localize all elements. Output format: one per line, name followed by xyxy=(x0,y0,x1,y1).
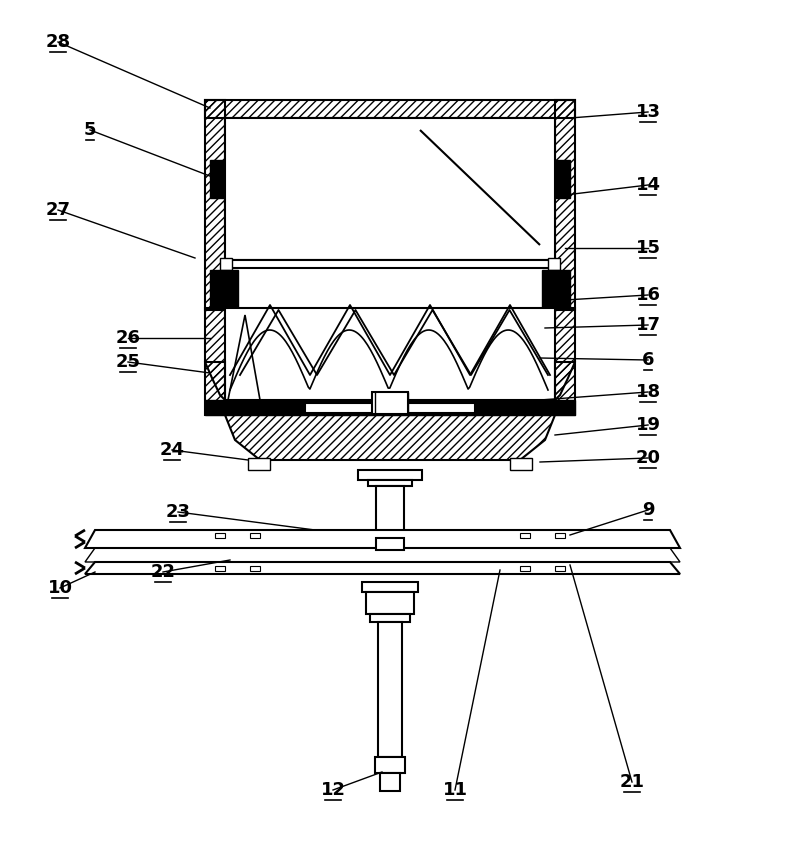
Polygon shape xyxy=(225,308,555,400)
Bar xyxy=(520,566,530,571)
Bar xyxy=(542,160,570,198)
Bar xyxy=(376,538,404,550)
Text: 13: 13 xyxy=(636,103,660,121)
Bar xyxy=(362,582,418,592)
Bar xyxy=(555,533,565,538)
Text: 24: 24 xyxy=(159,441,184,459)
Bar xyxy=(548,258,560,270)
Text: 25: 25 xyxy=(115,353,141,371)
Text: 19: 19 xyxy=(636,416,660,434)
Text: 15: 15 xyxy=(636,239,660,257)
Bar xyxy=(375,757,405,773)
Bar xyxy=(520,533,530,538)
Bar xyxy=(225,260,555,268)
Bar xyxy=(250,533,260,538)
Text: 28: 28 xyxy=(46,33,71,51)
Bar xyxy=(372,392,408,414)
Text: 21: 21 xyxy=(619,773,644,791)
Bar xyxy=(305,403,475,413)
Text: 5: 5 xyxy=(84,121,97,139)
Text: 14: 14 xyxy=(636,176,660,194)
Bar xyxy=(368,480,412,486)
Bar xyxy=(250,566,260,571)
Bar xyxy=(542,270,570,308)
Bar xyxy=(215,566,225,571)
Text: 17: 17 xyxy=(636,316,660,334)
Text: 10: 10 xyxy=(48,579,72,597)
Text: 20: 20 xyxy=(636,449,660,467)
Polygon shape xyxy=(85,530,680,548)
Bar xyxy=(555,566,565,571)
Text: 22: 22 xyxy=(151,563,176,581)
Bar xyxy=(380,773,400,791)
Bar xyxy=(210,270,238,308)
Bar xyxy=(210,160,238,198)
Text: 18: 18 xyxy=(635,383,660,401)
Polygon shape xyxy=(205,400,575,415)
Text: 23: 23 xyxy=(166,503,191,521)
Text: 26: 26 xyxy=(115,329,141,347)
Text: 11: 11 xyxy=(443,781,468,799)
Text: 27: 27 xyxy=(46,201,71,219)
Bar xyxy=(378,622,402,757)
Bar xyxy=(510,458,532,470)
Text: 9: 9 xyxy=(642,501,654,519)
Bar xyxy=(366,592,414,614)
Text: 16: 16 xyxy=(636,286,660,304)
Bar xyxy=(370,614,410,622)
Bar xyxy=(215,533,225,538)
Bar xyxy=(248,458,270,470)
Polygon shape xyxy=(85,562,680,574)
Bar xyxy=(358,470,422,480)
Bar xyxy=(225,118,555,260)
Text: 12: 12 xyxy=(320,781,345,799)
Bar xyxy=(220,258,232,270)
Text: 6: 6 xyxy=(642,351,654,369)
Bar xyxy=(376,486,404,538)
